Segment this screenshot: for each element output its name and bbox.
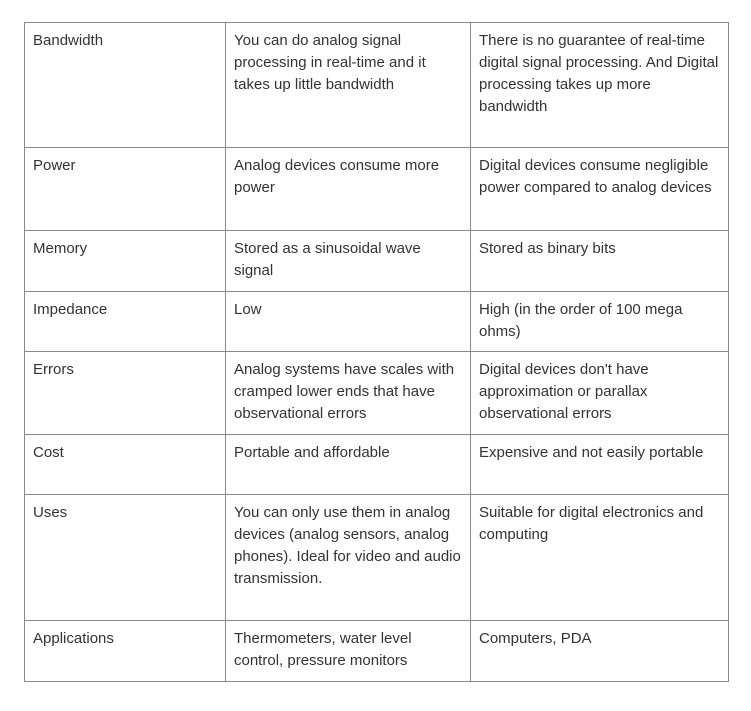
table-row: Impedance Low High (in the order of 100 me… — [24, 291, 729, 352]
table-row: Memory Stored as a sinusoidal wave signal… — [24, 230, 729, 292]
cell-feature: Bandwidth — [24, 22, 226, 148]
cell-feature: Power — [24, 147, 226, 231]
table-row: Errors Analog systems have scales with cr… — [24, 351, 729, 435]
cell-feature: Cost — [24, 434, 226, 495]
cell-analog: Thermometers, water level control, press… — [225, 620, 471, 682]
cell-feature: Errors — [24, 351, 226, 435]
cell-feature: Uses — [24, 494, 226, 621]
comparison-table: Bandwidth You can do analog signal proces… — [24, 22, 729, 682]
cell-feature: Impedance — [24, 291, 226, 352]
cell-analog: You can only use them in analog devices … — [225, 494, 471, 621]
cell-analog: Analog devices consume more power — [225, 147, 471, 231]
table-row: Cost Portable and affordable Expensive and… — [24, 434, 729, 495]
table-row: Uses You can only use them in analog devi… — [24, 494, 729, 621]
cell-digital: Suitable for digital electronics and com… — [470, 494, 729, 621]
cell-analog: Low — [225, 291, 471, 352]
table-row: Bandwidth You can do analog signal proces… — [24, 22, 729, 148]
table-row: Applications Thermometers, water level co… — [24, 620, 729, 682]
cell-digital: Computers, PDA — [470, 620, 729, 682]
cell-digital: There is no guarantee of real-time digit… — [470, 22, 729, 148]
cell-digital: Digital devices consume negligible power… — [470, 147, 729, 231]
cell-feature: Applications — [24, 620, 226, 682]
cell-analog: You can do analog signal processing in r… — [225, 22, 471, 148]
cell-digital: Digital devices don't have approximation… — [470, 351, 729, 435]
cell-feature: Memory — [24, 230, 226, 292]
cell-analog: Portable and affordable — [225, 434, 471, 495]
cell-analog: Stored as a sinusoidal wave signal — [225, 230, 471, 292]
table-row: Power Analog devices consume more power Di… — [24, 147, 729, 231]
cell-analog: Analog systems have scales with cramped … — [225, 351, 471, 435]
cell-digital: Expensive and not easily portable — [470, 434, 729, 495]
cell-digital: Stored as binary bits — [470, 230, 729, 292]
cell-digital: High (in the order of 100 mega ohms) — [470, 291, 729, 352]
